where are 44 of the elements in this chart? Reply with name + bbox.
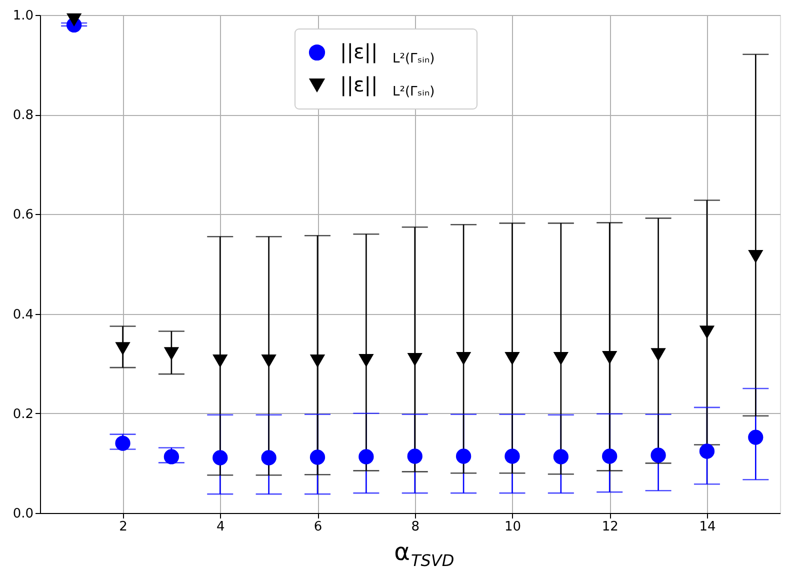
point (504, 352, 520, 366)
y-tick-label: 0.8 (12, 108, 34, 124)
point (310, 450, 326, 465)
y-tick-label: 0.4 (12, 307, 34, 322)
x-tick-label: 6 (314, 520, 322, 534)
point (212, 450, 228, 466)
point (164, 347, 180, 360)
y-tick-label: 1.0 (12, 8, 34, 24)
point (261, 450, 276, 466)
y-tick-label: 0.6 (12, 208, 34, 223)
point (358, 449, 374, 464)
point (553, 352, 569, 366)
point (748, 430, 764, 445)
legend-label: ||ε||L²(Γₛᵢₙ) (340, 72, 435, 100)
y-tick-label: 0.2 (12, 406, 34, 422)
x-tick-label: 2 (119, 520, 128, 534)
point (115, 436, 130, 451)
point (212, 354, 228, 368)
point (115, 342, 130, 356)
point (699, 326, 715, 339)
y-tick-label: 0.0 (12, 506, 34, 522)
legend-label: ||ε||L²(Γₛᵢₙ) (340, 40, 435, 66)
point (699, 444, 715, 459)
point (407, 353, 422, 366)
point (504, 448, 520, 464)
point (650, 448, 666, 463)
x-tick-label: 14 (699, 520, 716, 534)
point (407, 448, 422, 464)
point (456, 352, 472, 366)
x-tick-label: 4 (216, 520, 225, 534)
point (602, 448, 618, 464)
point (310, 354, 326, 368)
point (602, 351, 618, 364)
x-tick-label: 8 (411, 520, 420, 534)
point (164, 449, 180, 464)
x-tick-label: 12 (602, 520, 618, 534)
point (553, 449, 569, 464)
point (66, 13, 82, 27)
point (456, 448, 472, 464)
point (748, 250, 764, 264)
point (358, 354, 374, 368)
x-tick-label: 10 (504, 520, 522, 534)
point (261, 354, 276, 368)
point (650, 348, 666, 362)
